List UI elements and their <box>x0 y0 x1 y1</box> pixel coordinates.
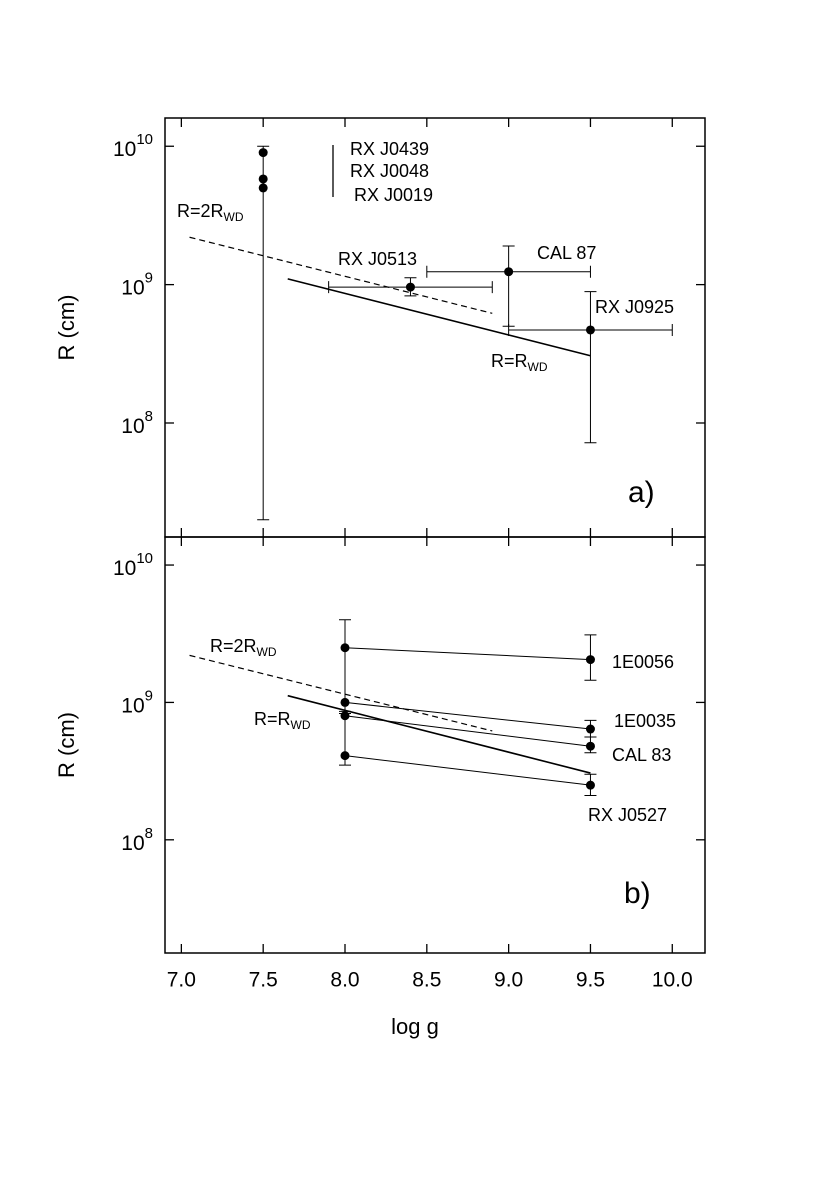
y-tick-label: 109 <box>121 687 153 717</box>
data-point <box>585 724 595 734</box>
line-label: R=2RWD <box>210 636 277 659</box>
y-tick-base: 10 <box>113 138 136 161</box>
y-tick-exponent: 9 <box>145 687 153 704</box>
line-label-main: R=R <box>491 351 528 371</box>
line-label-main: R=2R <box>210 636 257 656</box>
y-tick-label: 109 <box>121 270 153 300</box>
data-point <box>585 325 595 335</box>
y-tick-label: 1010 <box>113 131 153 161</box>
line-label: R=RWD <box>254 709 311 732</box>
series-label: RX J0527 <box>588 805 667 825</box>
model-line <box>189 654 493 732</box>
data-point <box>585 741 595 751</box>
x-tick-label: 7.0 <box>167 969 196 992</box>
y-tick-label: 108 <box>121 408 153 438</box>
series-label: RX J0019 <box>354 185 433 205</box>
line-label-sub: WD <box>257 645 277 659</box>
model-line <box>287 694 591 774</box>
line-label-main: R=2R <box>177 201 224 221</box>
panel-label: a) <box>628 476 655 509</box>
plot-frame <box>164 117 706 538</box>
x-tick-label: 9.0 <box>494 969 523 992</box>
y-tick-base: 10 <box>113 557 136 580</box>
y-tick-exponent: 9 <box>145 270 153 287</box>
series-label: RX J0513 <box>338 249 417 269</box>
y-tick-base: 10 <box>121 694 144 717</box>
series-line <box>344 715 591 747</box>
y-tick-label: 108 <box>121 825 153 855</box>
x-tick-label: 7.5 <box>249 969 278 992</box>
data-point <box>405 282 415 292</box>
y-tick-exponent: 10 <box>136 131 153 148</box>
data-point <box>340 697 350 707</box>
data-point <box>258 183 268 193</box>
panel-label: b) <box>624 877 651 910</box>
model-line <box>287 278 591 357</box>
series-label: RX J0925 <box>595 297 674 317</box>
y-error-bar <box>584 291 597 444</box>
series-label: 1E0035 <box>614 711 676 731</box>
y-tick-exponent: 8 <box>145 408 153 425</box>
data-point <box>504 267 514 277</box>
y-tick-exponent: 8 <box>145 825 153 842</box>
y-tick-base: 10 <box>121 831 144 854</box>
data-point <box>585 780 595 790</box>
y-axis-label: R (cm) <box>54 712 79 778</box>
series-line <box>344 755 591 786</box>
line-label: R=2RWD <box>177 201 244 224</box>
series-label: RX J0048 <box>350 161 429 181</box>
data-point <box>340 751 350 761</box>
x-tick-label: 8.5 <box>412 969 441 992</box>
y-error-bar <box>502 245 515 327</box>
y-axis-label: R (cm) <box>54 295 79 361</box>
x-tick-label: 10.0 <box>652 969 693 992</box>
y-tick-label: 1010 <box>113 550 153 580</box>
line-label: R=RWD <box>491 351 548 374</box>
line-label-sub: WD <box>528 360 548 374</box>
line-label-sub: WD <box>224 210 244 224</box>
data-point <box>340 643 350 653</box>
data-point <box>585 655 595 665</box>
series-label: CAL 83 <box>612 745 671 765</box>
model-line <box>189 236 493 314</box>
series-line <box>344 701 591 730</box>
series-label: 1E0056 <box>612 652 674 672</box>
y-tick-base: 10 <box>121 276 144 299</box>
series-label: RX J0439 <box>350 139 429 159</box>
series-line <box>344 647 591 661</box>
y-tick-exponent: 10 <box>136 550 153 567</box>
y-error-bar <box>339 619 351 712</box>
x-tick-label: 8.0 <box>330 969 359 992</box>
line-label-main: R=R <box>254 709 291 729</box>
x-tick-label: 9.5 <box>576 969 605 992</box>
x-axis-label: log g <box>391 1014 439 1039</box>
y-error-bar <box>257 145 270 521</box>
line-label-sub: WD <box>291 718 311 732</box>
series-label: CAL 87 <box>537 243 596 263</box>
y-tick-base: 10 <box>121 415 144 438</box>
plot-frame <box>164 536 706 954</box>
